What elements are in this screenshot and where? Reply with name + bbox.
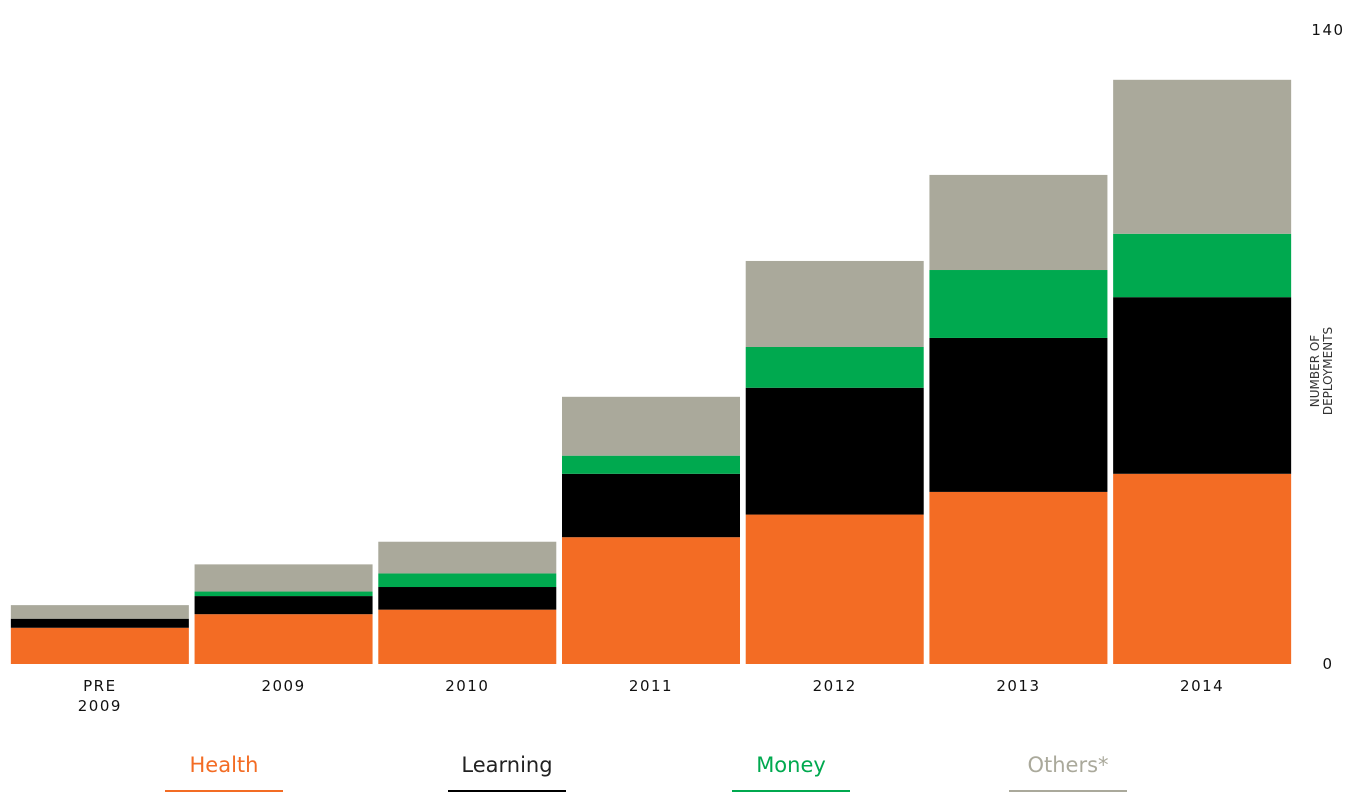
x-tick-label: 2013: [996, 677, 1041, 695]
x-tick-label: 2011: [628, 677, 674, 695]
bar-segment: [1113, 297, 1292, 474]
bar-segment: [929, 337, 1108, 492]
bar-segment: [194, 596, 373, 615]
x-tick-label: PRE 2009: [77, 677, 122, 715]
bar-segment: [10, 605, 189, 619]
bar-segment: [562, 473, 740, 538]
x-tick-label: 2009: [261, 677, 306, 695]
bar-segment: [378, 609, 557, 664]
bar-segment: [378, 587, 557, 610]
bar-segment: [378, 541, 557, 574]
y-tick-label: 0: [1322, 655, 1333, 673]
legend-label: Learning: [461, 753, 553, 777]
bar-segment: [929, 491, 1108, 664]
bar-segment: [929, 270, 1108, 338]
bar-segment: [745, 387, 924, 515]
bar-segment: [745, 514, 924, 664]
legend-label: Health: [189, 753, 259, 777]
bar-segment: [562, 455, 740, 474]
bar-segment: [745, 347, 924, 388]
bar-segment: [1113, 473, 1292, 664]
bar-segment: [1113, 233, 1292, 298]
bar-segment: [745, 260, 924, 347]
bar-segment: [194, 564, 373, 592]
y-tick-label: 140: [1311, 21, 1344, 39]
legend-label: Others*: [1027, 753, 1109, 777]
y-axis-label: NUMBER OF DEPLOYMENTS: [1308, 326, 1335, 416]
x-tick-label: 2012: [812, 677, 857, 695]
bar-segment: [929, 174, 1108, 271]
bar-segment: [10, 627, 189, 664]
bar-segment: [378, 573, 557, 588]
bar-segment: [194, 614, 373, 664]
x-tick-label: 2014: [1180, 677, 1225, 695]
x-tick-label: 2010: [445, 677, 490, 695]
bar-segment: [562, 537, 740, 664]
legend-label: Money: [756, 753, 826, 777]
bar-segment: [194, 591, 373, 597]
bar-segment: [562, 396, 740, 456]
bar-segment: [10, 618, 189, 628]
bar-segment: [1113, 79, 1292, 234]
